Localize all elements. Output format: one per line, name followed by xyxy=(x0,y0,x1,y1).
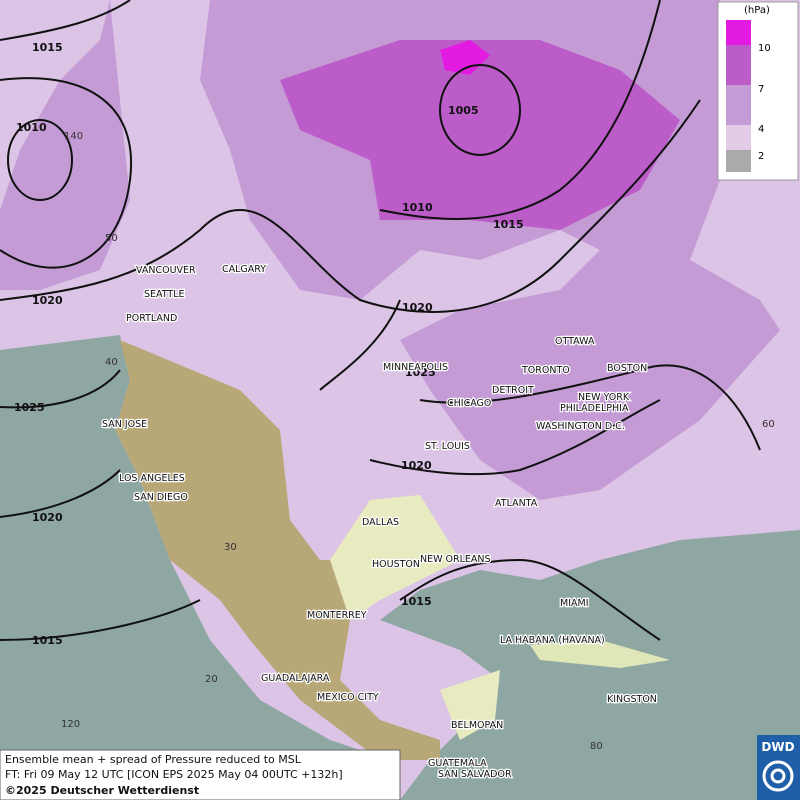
city-label: GUADALAJARA xyxy=(261,673,330,684)
logo-text: DWD xyxy=(761,740,794,754)
logo: DWD xyxy=(757,735,800,800)
caption-line: FT: Fri 09 May 12 UTC [ICON EPS 2025 May… xyxy=(5,768,343,781)
legend-swatch xyxy=(726,150,751,172)
graticule-label: 20 xyxy=(205,674,218,685)
city-label: ATLANTA xyxy=(495,498,538,509)
isobar-label: 1020 xyxy=(32,294,63,307)
city-label: NEW YORK xyxy=(578,392,630,403)
city-label: VANCOUVER xyxy=(136,265,196,276)
isobar-label: 1010 xyxy=(16,121,47,134)
legend-tick: 10 xyxy=(758,43,771,54)
city-label: CHICAGO xyxy=(447,398,491,409)
legend-tick: 7 xyxy=(758,84,764,95)
isobar-label: 1020 xyxy=(32,511,63,524)
terrain-yucatan xyxy=(440,670,500,740)
city-label: LA HABANA (HAVANA) xyxy=(500,635,605,646)
city-label: OTTAWA xyxy=(555,336,595,347)
graticule-label: 40 xyxy=(105,357,118,368)
isobar-label: 1020 xyxy=(401,459,432,472)
city-labels: VANCOUVER CALGARY SEATTLE PORTLAND SAN JOSE L… xyxy=(101,263,658,782)
city-label: MIAMI xyxy=(560,598,589,609)
isobar xyxy=(319,299,761,451)
isobar xyxy=(0,0,131,41)
terrain-gulf xyxy=(330,495,460,620)
graticule-label: 50 xyxy=(105,233,118,244)
graticule-label: 80 xyxy=(590,741,603,752)
city-label: SAN JOSE xyxy=(102,419,147,430)
isobar xyxy=(379,0,661,220)
isobar-label: 1025 xyxy=(14,401,45,414)
city-label: LOS ANGELES xyxy=(119,473,185,484)
city-label: BOSTON xyxy=(607,363,647,374)
legend-swatch xyxy=(726,45,751,85)
graticule-label: 30 xyxy=(224,542,237,553)
isobar-label: 1015 xyxy=(32,634,63,647)
isobar xyxy=(439,64,521,156)
city-label: ST. LOUIS xyxy=(425,441,470,452)
graticule-label: 120 xyxy=(61,719,80,730)
isobar xyxy=(0,369,121,409)
caption-box xyxy=(0,749,401,800)
isobar-label: 1020 xyxy=(402,301,433,314)
isobar-labels: 1015 1010 1005 1010 1015 1020 1020 1025 … xyxy=(14,41,524,647)
isobar-label: 1010 xyxy=(402,201,433,214)
legend-tick: 2 xyxy=(758,151,764,162)
city-label: KINGSTON xyxy=(607,694,657,705)
city-label: GUATEMALA xyxy=(428,758,487,769)
spread-area-high xyxy=(280,40,680,230)
city-label: NEW ORLEANS xyxy=(420,554,491,565)
caption-line: Ensemble mean + spread of Pressure reduc… xyxy=(5,753,302,766)
graticule-label: 140 xyxy=(64,131,83,142)
legend-tick: 4 xyxy=(758,124,764,135)
isobar xyxy=(0,558,661,641)
legend-unit: (hPa) xyxy=(744,5,770,16)
city-label: PORTLAND xyxy=(126,313,177,324)
pacific-ocean xyxy=(0,335,400,800)
spread-area xyxy=(0,0,130,290)
graticule-labels: 140 50 40 30 20 120 80 60 xyxy=(61,131,775,752)
isobar-label: 1015 xyxy=(32,41,63,54)
city-label: MONTERREY xyxy=(307,610,367,621)
isobar xyxy=(0,399,661,518)
isobar xyxy=(0,99,701,313)
city-label: TORONTO xyxy=(521,365,570,376)
caption: Ensemble mean + spread of Pressure reduc… xyxy=(0,749,401,800)
logo-swirl xyxy=(762,760,794,792)
city-label: SAN SALVADOR xyxy=(438,769,512,780)
caption-line: ©2025 Deutscher Wetterdienst xyxy=(5,784,199,797)
isobar-label: 1015 xyxy=(493,218,524,231)
isobar-label: 1025 xyxy=(405,366,436,379)
terrain-west xyxy=(115,340,440,760)
isobar xyxy=(0,77,133,269)
city-label: SAN DIEGO xyxy=(134,492,188,503)
isobar-label: 1015 xyxy=(401,595,432,608)
city-label: MEXICO CITY xyxy=(317,692,379,703)
legend-swatch xyxy=(726,20,751,45)
city-label: BELMOPAN xyxy=(451,720,503,731)
legend-swatch xyxy=(726,125,751,150)
city-label: HOUSTON xyxy=(372,559,420,570)
graticule-label: 60 xyxy=(762,419,775,430)
spread-area-max xyxy=(440,40,490,75)
logo-swirl xyxy=(770,768,786,784)
isobar-label: 1005 xyxy=(448,104,479,117)
city-label: WASHINGTON D.C. xyxy=(536,421,625,432)
city-label: DALLAS xyxy=(362,517,399,528)
city-label: DETROIT xyxy=(492,385,534,396)
city-label: PHILADELPHIA xyxy=(560,403,629,414)
city-label: MINNEAPOLIS xyxy=(383,362,448,373)
city-label: CALGARY xyxy=(222,264,266,275)
isobar xyxy=(7,119,73,201)
cuba xyxy=(530,640,670,668)
city-label: SEATTLE xyxy=(144,289,185,300)
legend: (hPa) 10 7 4 2 xyxy=(717,1,799,181)
legend-swatch xyxy=(726,85,751,125)
isobars xyxy=(0,0,761,641)
